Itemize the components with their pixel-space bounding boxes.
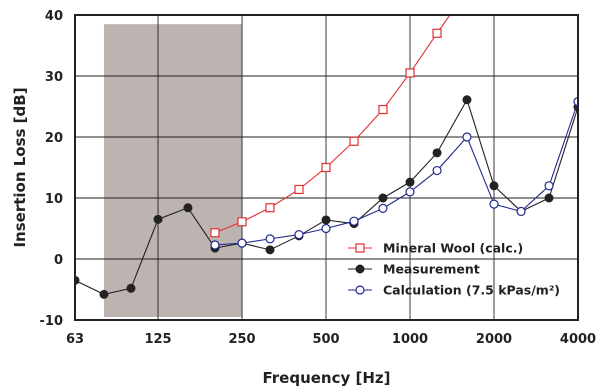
plot-frame [74,14,579,321]
series-0-point [265,203,275,213]
series-2-point [294,230,304,240]
legend-swatch-marker-0 [355,243,365,253]
x-tick-label: 1000 [392,332,428,347]
series-2-point [405,187,415,197]
series-1-point [99,289,109,299]
x-tick-label: 4000 [560,332,596,347]
series-0-point [210,228,220,238]
y-tick-label: -10 [40,314,64,329]
series-0-point [321,162,331,173]
series-1-point [378,193,388,203]
series-line-2 [214,101,578,246]
series-2 [210,97,578,250]
x-tick-label: 125 [144,332,171,347]
x-tick-label: 63 [66,332,84,347]
series-line-0 [214,15,451,234]
series-2-point [378,203,388,213]
legend-entry-2: Calculation (7.5 kPas/m²) [383,283,560,298]
series-1-point [183,203,193,213]
shaded-region-layer [103,24,243,317]
series-1-point [489,181,499,191]
series-1-point [321,215,331,225]
legend: Mineral Wool (calc.) Measurement Calculati… [348,241,560,298]
series-0-point [237,217,247,227]
series-2-point [349,216,359,226]
x-tick-label: 250 [228,332,255,347]
series-1-point [405,177,415,187]
series-layer [75,15,578,299]
series-2-point [210,240,220,250]
series-2-point [544,181,554,191]
series-2-point [321,223,331,234]
x-tick-label: 500 [312,332,339,347]
series-1-point [153,214,163,224]
y-tick-label: 10 [45,192,63,207]
series-1-point [432,148,442,158]
series-1-point [126,283,136,293]
series-2-point [516,206,526,217]
tick-label-layer: 63 125 250 500 1000 2000 4000 -10 0 10 20 30 40 [40,9,597,347]
legend-swatch-marker-2 [355,285,365,295]
legend-entry-1: Measurement [383,262,480,277]
y-axis-title: Insertion Loss [dB] [11,87,29,247]
series-2-point [462,132,472,142]
series-2-point [265,234,275,244]
series-1-point [462,95,472,105]
series-1-point [265,245,275,255]
y-tick-label: 20 [45,131,63,146]
legend-entry-0: Mineral Wool (calc.) [383,241,523,256]
shaded-region [103,24,243,317]
series-2-point [237,238,247,248]
series-0 [210,15,451,238]
y-tick-label: 30 [45,70,63,85]
x-axis-title: Frequency [Hz] [262,369,390,387]
y-tick-label: 40 [45,9,63,24]
y-tick-label: 0 [54,253,63,268]
series-0-point [378,104,388,115]
series-0-point [432,28,442,38]
series-2-point [432,165,442,176]
series-2-point [489,199,499,209]
series-0-point [294,184,304,195]
series-0-point [405,68,415,78]
legend-swatch-marker-1 [355,264,365,274]
series-1-point [544,193,554,203]
series-0-point [349,136,359,146]
x-tick-label: 2000 [476,332,512,347]
